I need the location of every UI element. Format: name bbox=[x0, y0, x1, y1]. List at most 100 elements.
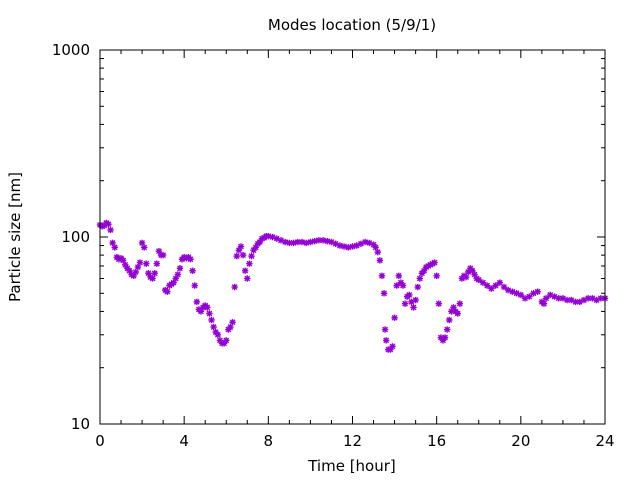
data-point bbox=[208, 316, 215, 324]
data-point bbox=[223, 337, 230, 344]
data-point bbox=[534, 288, 541, 295]
axis-ticks bbox=[99, 49, 606, 425]
data-point bbox=[505, 286, 512, 294]
plot-frame bbox=[99, 49, 606, 425]
data-point bbox=[414, 283, 421, 291]
data-point bbox=[290, 239, 297, 247]
data-point bbox=[229, 319, 236, 326]
data-point bbox=[244, 275, 251, 282]
data-point bbox=[189, 267, 196, 274]
data-point bbox=[324, 237, 331, 245]
data-point bbox=[298, 238, 306, 246]
data-point bbox=[471, 271, 478, 278]
chart-title: Modes location (5/9/1) bbox=[268, 16, 436, 34]
data-point bbox=[246, 260, 253, 267]
data-point bbox=[462, 273, 470, 281]
data-point bbox=[132, 268, 139, 276]
data-point bbox=[500, 283, 508, 291]
data-point bbox=[382, 337, 390, 344]
data-point bbox=[412, 296, 419, 304]
data-point bbox=[136, 259, 144, 266]
x-tick-label: 0 bbox=[95, 432, 105, 450]
data-point bbox=[572, 298, 579, 306]
data-point bbox=[204, 304, 211, 311]
x-tick-label: 24 bbox=[595, 432, 614, 450]
data-point bbox=[540, 300, 548, 307]
data-point bbox=[431, 259, 438, 266]
data-point bbox=[488, 285, 495, 292]
data-point bbox=[441, 334, 449, 341]
data-point bbox=[319, 237, 327, 244]
data-point bbox=[311, 237, 318, 245]
data-point bbox=[239, 251, 247, 259]
data-point bbox=[475, 276, 482, 284]
data-point bbox=[589, 295, 596, 302]
data-point bbox=[214, 331, 222, 338]
x-tick-label: 4 bbox=[179, 432, 189, 450]
data-point bbox=[206, 310, 213, 317]
data-point bbox=[391, 314, 398, 321]
data-point bbox=[286, 239, 293, 247]
data-point bbox=[380, 290, 388, 297]
data-point bbox=[140, 244, 148, 251]
tick-labels: 0 4 8 12 16 20 24 10 100 1000 bbox=[52, 41, 615, 450]
data-point bbox=[265, 232, 272, 240]
x-tick-label: 16 bbox=[427, 432, 446, 450]
y-tick-label: 10 bbox=[71, 415, 90, 433]
data-point bbox=[433, 272, 440, 280]
data-point bbox=[395, 272, 402, 280]
data-point bbox=[149, 275, 156, 282]
data-point bbox=[389, 343, 396, 350]
data-point bbox=[376, 257, 384, 264]
data-point bbox=[191, 282, 198, 289]
data-point bbox=[479, 279, 487, 286]
data-point bbox=[159, 251, 167, 259]
data-point bbox=[406, 291, 413, 299]
data-point bbox=[416, 275, 424, 282]
data-point bbox=[378, 272, 386, 280]
y-axis-label: Particle size [nm] bbox=[6, 172, 24, 302]
x-tick-label: 12 bbox=[343, 432, 362, 450]
data-point bbox=[446, 316, 453, 324]
data-point bbox=[435, 300, 442, 307]
data-point bbox=[233, 252, 240, 260]
data-point bbox=[187, 256, 194, 263]
data-point bbox=[492, 282, 499, 289]
data-point bbox=[483, 282, 491, 289]
data-point bbox=[176, 265, 184, 272]
data-point bbox=[361, 238, 369, 246]
data-point bbox=[193, 298, 200, 306]
data-point bbox=[456, 300, 464, 307]
data-point bbox=[496, 279, 503, 286]
data-point bbox=[374, 248, 381, 256]
data-point bbox=[454, 310, 461, 317]
x-axis-label: Time [hour] bbox=[307, 457, 396, 475]
data-point bbox=[273, 235, 280, 242]
data-point bbox=[210, 323, 217, 331]
data-point bbox=[153, 260, 161, 267]
data-point bbox=[174, 271, 182, 278]
data-point bbox=[281, 238, 289, 246]
data-point bbox=[303, 239, 310, 247]
data-point bbox=[248, 252, 255, 260]
data-point bbox=[241, 267, 249, 274]
x-tick-label: 8 bbox=[264, 432, 274, 450]
y-tick-label: 1000 bbox=[52, 41, 90, 59]
data-point bbox=[231, 283, 238, 291]
data-point bbox=[443, 326, 451, 333]
data-point bbox=[107, 226, 114, 234]
data-point bbox=[143, 260, 150, 267]
data-point bbox=[151, 270, 158, 277]
data-point bbox=[410, 304, 417, 311]
data-points bbox=[96, 219, 609, 353]
y-tick-label: 100 bbox=[61, 228, 90, 246]
data-point bbox=[393, 282, 400, 289]
x-tick-label: 20 bbox=[511, 432, 530, 450]
data-point bbox=[237, 243, 245, 250]
data-point bbox=[111, 244, 118, 251]
data-point bbox=[401, 300, 409, 307]
data-point bbox=[105, 221, 112, 228]
data-point bbox=[381, 326, 389, 333]
data-point bbox=[307, 238, 314, 246]
data-point bbox=[521, 295, 529, 302]
